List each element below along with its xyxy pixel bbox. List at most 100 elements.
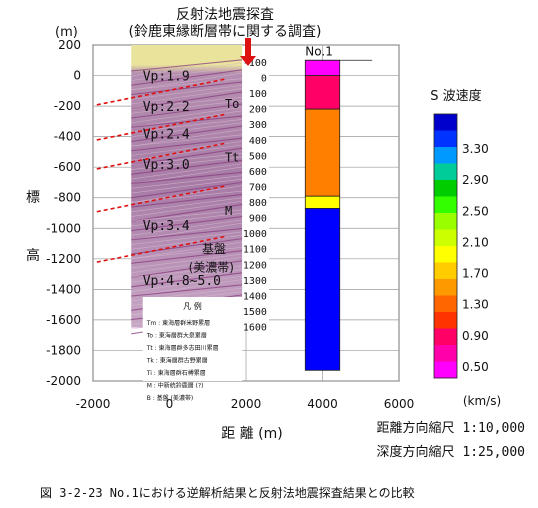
reflector-texture bbox=[131, 200, 243, 217]
reflector-line bbox=[96, 235, 228, 263]
depth-scale-value: -100 bbox=[243, 58, 267, 69]
x-tick-label: 6000 bbox=[384, 397, 415, 411]
colorbar-tick-labels: 3.30 2.90 2.50 2.10 1.70 1.30 0.90 0.50 bbox=[462, 142, 489, 374]
colorbar-swatch bbox=[434, 279, 457, 296]
colorbar bbox=[433, 113, 458, 379]
colorbar-swatch bbox=[434, 163, 457, 181]
reflector-texture bbox=[131, 171, 243, 185]
colorbar-unit: (km/s) bbox=[463, 394, 501, 408]
velocity-label: Vp:1.9 bbox=[143, 70, 190, 85]
basement-label: (美濃帯) bbox=[189, 260, 234, 274]
colorbar-tick-label: 1.30 bbox=[462, 298, 489, 312]
unit-label: To bbox=[225, 97, 239, 111]
seismic-depth-scale: -100 0 100 200 300 400 500 600 700 800 900 1000 1100… bbox=[242, 55, 269, 334]
colorbar-swatch bbox=[434, 147, 457, 164]
colorbar-swatch bbox=[434, 180, 457, 197]
reflector-texture bbox=[131, 78, 243, 91]
depth-scale-value: 500 bbox=[249, 151, 267, 162]
y-tick-label: 0 bbox=[73, 69, 81, 83]
reflector-texture bbox=[131, 59, 243, 72]
reflector-texture bbox=[131, 144, 243, 161]
colorbar-tick-label: 2.50 bbox=[462, 204, 489, 218]
colorbar-swatch bbox=[434, 328, 457, 346]
reflector-texture bbox=[131, 81, 243, 96]
y-axis-label-bottom: 高 bbox=[26, 247, 40, 264]
reflector-texture bbox=[131, 231, 243, 245]
borehole-interval bbox=[304, 195, 341, 209]
reflector-line bbox=[96, 184, 228, 213]
legend-row: Tk : 東海層群古野累層 bbox=[146, 357, 208, 365]
velocity-label: Vp:3.4 bbox=[143, 219, 190, 234]
reflector-texture bbox=[131, 269, 243, 283]
reflector-texture bbox=[131, 107, 243, 124]
depth-scale-value: 200 bbox=[249, 105, 267, 116]
reflector-texture bbox=[131, 69, 243, 86]
reflector-texture bbox=[131, 166, 243, 185]
legend-row: Ti : 東海層群石榑累層 bbox=[146, 369, 206, 377]
reflector-line bbox=[96, 113, 228, 141]
depth-scale-value: 1200 bbox=[243, 260, 267, 271]
x-tick-labels: -2000 0 2000 4000 6000 bbox=[76, 397, 415, 411]
colorbar-swatch bbox=[434, 213, 457, 230]
depth-scale-value: 400 bbox=[249, 136, 267, 147]
borehole-interval bbox=[304, 108, 341, 197]
depth-scale-value: 1100 bbox=[243, 245, 267, 256]
x-tick-label: -2000 bbox=[76, 397, 111, 411]
colorbar-swatch bbox=[434, 196, 457, 214]
horizontal-scale-note: 距離方向縮尺 1:10,000 bbox=[377, 420, 525, 436]
reflector-texture bbox=[131, 181, 243, 199]
reflector-texture bbox=[131, 222, 243, 241]
legend-row: M : 中新統鈴鹿層 (?) bbox=[147, 382, 204, 390]
reflector-texture bbox=[131, 212, 243, 227]
reflector-texture bbox=[131, 197, 243, 213]
survey-title: 反射法地震探査 bbox=[176, 7, 274, 23]
x-axis-label: 距 離 (m) bbox=[221, 425, 282, 442]
reflector-texture bbox=[131, 228, 243, 241]
colorbar-swatch bbox=[434, 361, 457, 379]
legend-row: To : 東海層群大泉累層 bbox=[146, 332, 207, 340]
colorbar-swatch bbox=[434, 295, 457, 313]
reflector-texture bbox=[131, 147, 243, 166]
reflector-texture bbox=[131, 129, 243, 147]
figure-caption: 図 3-2-23 No.1における逆解析結果と反射法地震探査結果との比較 bbox=[40, 485, 415, 500]
colorbar-tick-label: 2.10 bbox=[462, 235, 489, 249]
reflector-texture bbox=[131, 279, 243, 297]
y-tick-label: -2000 bbox=[46, 374, 81, 388]
x-tick-label: 0 bbox=[166, 397, 174, 411]
seismic-section: Vp:1.9 Vp:2.2 Vp:2.4 Vp:3.0 Vp:3.4 Vp:4.8~5.0… bbox=[96, 45, 243, 335]
depth-scale-value: 800 bbox=[249, 198, 267, 209]
reflector-texture bbox=[131, 72, 243, 91]
reflector-texture bbox=[131, 193, 243, 208]
y-tick-label: -1400 bbox=[46, 282, 81, 296]
reflector-texture bbox=[131, 110, 243, 128]
survey-location-arrow-icon bbox=[240, 38, 256, 66]
reflector-texture bbox=[131, 190, 243, 203]
borehole-interval bbox=[304, 75, 341, 110]
colorbar-tick-label: 3.30 bbox=[462, 142, 489, 156]
depth-scale-value: 0 bbox=[261, 74, 267, 85]
legend-panel bbox=[142, 297, 243, 381]
depth-scale-value: 600 bbox=[249, 167, 267, 178]
y-tick-label: -200 bbox=[54, 99, 81, 113]
y-axis-label-top: 標 bbox=[26, 190, 40, 206]
reflector-texture bbox=[131, 91, 243, 110]
colorbar-swatch bbox=[434, 246, 457, 263]
reflector-texture bbox=[131, 66, 243, 81]
reflector-texture bbox=[131, 178, 243, 194]
reflector-texture bbox=[131, 125, 243, 143]
colorbar-title: S 波速度 bbox=[430, 88, 481, 104]
velocity-label: Vp:4.8~5.0 bbox=[143, 274, 221, 289]
colorbar-swatch bbox=[434, 312, 457, 329]
y-tick-label: -400 bbox=[54, 130, 81, 144]
colorbar-swatch bbox=[434, 262, 457, 280]
depth-scale-value: 1500 bbox=[243, 307, 267, 318]
reflector-texture bbox=[131, 159, 243, 175]
reflector-texture bbox=[131, 209, 243, 222]
colorbar-tick-label: 1.70 bbox=[462, 267, 489, 281]
basement-label: 基盤 bbox=[202, 242, 226, 256]
y-tick-label: -800 bbox=[54, 191, 81, 205]
reflector-texture bbox=[131, 257, 243, 274]
reflector-texture bbox=[131, 119, 243, 133]
reflector-texture bbox=[131, 156, 243, 170]
